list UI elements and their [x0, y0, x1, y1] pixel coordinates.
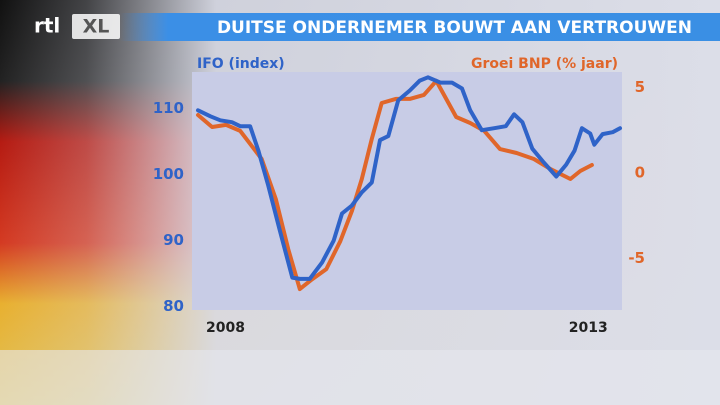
y2-tick-label: 0 — [635, 164, 645, 182]
plot-area — [192, 72, 622, 310]
y-tick-label: 110 — [153, 99, 184, 117]
logo-xl: XL — [83, 16, 110, 38]
logo-box — [72, 14, 120, 39]
bottom-strip — [0, 350, 720, 405]
chart-title: DUITSE ONDERNEMER BOUWT AAN VERTROUWEN — [217, 18, 692, 38]
title-bar — [120, 13, 720, 41]
y-tick-label: 100 — [153, 165, 184, 183]
y2-axis-label: Groei BNP (% jaar) — [471, 56, 618, 72]
y2-tick-label: 5 — [635, 78, 645, 96]
x-tick-label: 2008 — [206, 320, 245, 336]
data-line — [196, 75, 622, 281]
x-tick-label: 2013 — [569, 320, 608, 336]
y-axis-label: IFO (index) — [197, 56, 285, 72]
data-line — [196, 78, 594, 292]
y2-tick-label: -5 — [628, 249, 645, 267]
y-tick-label: 90 — [163, 231, 184, 249]
logo-rtl: rtl — [34, 14, 60, 38]
y-tick-label: 80 — [163, 297, 184, 315]
